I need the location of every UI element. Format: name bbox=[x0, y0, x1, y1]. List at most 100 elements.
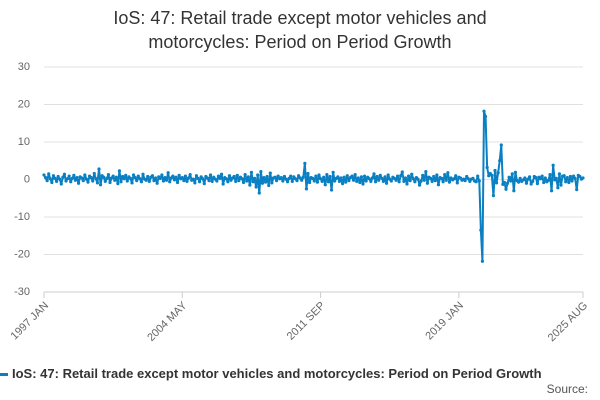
point bbox=[301, 175, 305, 179]
point bbox=[568, 174, 573, 179]
point bbox=[191, 177, 195, 181]
point bbox=[94, 177, 98, 181]
point bbox=[185, 179, 189, 183]
point bbox=[92, 171, 96, 176]
point bbox=[196, 176, 200, 180]
point bbox=[98, 183, 103, 187]
point bbox=[229, 178, 233, 182]
point bbox=[248, 183, 252, 187]
point bbox=[102, 175, 106, 179]
point bbox=[133, 176, 137, 180]
point bbox=[194, 174, 199, 178]
point bbox=[534, 176, 538, 180]
point bbox=[240, 177, 244, 181]
point bbox=[265, 174, 269, 179]
point bbox=[86, 180, 90, 184]
point bbox=[56, 174, 60, 179]
point bbox=[281, 179, 285, 183]
point bbox=[54, 179, 59, 183]
point bbox=[575, 188, 579, 192]
point bbox=[551, 163, 555, 167]
point bbox=[171, 174, 175, 178]
point bbox=[490, 173, 494, 177]
point bbox=[174, 175, 178, 179]
point bbox=[298, 176, 302, 180]
point bbox=[411, 177, 415, 181]
point bbox=[446, 171, 450, 175]
point bbox=[370, 176, 375, 180]
point bbox=[89, 176, 93, 180]
point bbox=[509, 179, 513, 183]
point bbox=[345, 174, 349, 178]
point bbox=[136, 174, 140, 178]
point bbox=[64, 179, 68, 183]
point bbox=[84, 177, 89, 181]
point bbox=[295, 179, 299, 183]
point bbox=[564, 180, 568, 184]
point bbox=[246, 175, 250, 179]
point bbox=[400, 170, 404, 174]
point bbox=[510, 172, 514, 176]
point bbox=[518, 176, 522, 180]
point bbox=[383, 175, 387, 179]
legend: IoS: 47: Retail trade except motor vehic… bbox=[0, 366, 600, 384]
point bbox=[441, 180, 445, 184]
point bbox=[95, 181, 100, 185]
point bbox=[75, 176, 79, 180]
point bbox=[546, 178, 551, 182]
point bbox=[443, 173, 447, 177]
point bbox=[540, 174, 544, 178]
point bbox=[504, 187, 508, 191]
point bbox=[535, 182, 540, 186]
point bbox=[542, 180, 546, 185]
point bbox=[122, 177, 126, 181]
point bbox=[428, 176, 433, 180]
point bbox=[141, 172, 145, 176]
source: Source: bbox=[546, 382, 588, 396]
point bbox=[268, 171, 272, 175]
point bbox=[496, 171, 500, 175]
point bbox=[218, 176, 222, 180]
point bbox=[326, 180, 331, 184]
point bbox=[406, 174, 411, 178]
point bbox=[416, 177, 420, 181]
legend-key bbox=[0, 373, 8, 377]
point bbox=[581, 176, 585, 180]
point bbox=[300, 178, 304, 182]
point bbox=[116, 182, 120, 186]
x-tick-label: 1997 JAN bbox=[9, 300, 52, 343]
point bbox=[177, 173, 181, 177]
point bbox=[369, 179, 373, 183]
point bbox=[175, 180, 180, 185]
chart-title: IoS: 47: Retail trade except motor vehic… bbox=[113, 8, 487, 52]
point bbox=[516, 180, 521, 184]
point bbox=[42, 173, 46, 177]
point bbox=[578, 174, 582, 179]
point bbox=[202, 182, 206, 186]
point bbox=[152, 179, 156, 183]
point bbox=[304, 187, 309, 191]
point bbox=[232, 174, 236, 179]
point bbox=[274, 179, 279, 183]
point bbox=[463, 179, 467, 183]
point bbox=[119, 180, 123, 184]
point bbox=[356, 176, 360, 180]
point bbox=[267, 183, 271, 188]
point bbox=[138, 177, 142, 181]
point bbox=[124, 173, 128, 177]
point bbox=[419, 179, 423, 183]
point bbox=[531, 179, 535, 183]
point bbox=[80, 176, 84, 180]
point bbox=[375, 174, 379, 179]
point bbox=[245, 179, 249, 183]
x-tick-label: 2019 JAN bbox=[423, 300, 466, 343]
point bbox=[353, 173, 357, 177]
point bbox=[524, 181, 529, 185]
point bbox=[361, 182, 365, 186]
point bbox=[355, 179, 359, 183]
point bbox=[62, 172, 67, 176]
point bbox=[513, 170, 518, 174]
point bbox=[567, 180, 571, 185]
point bbox=[276, 174, 280, 178]
